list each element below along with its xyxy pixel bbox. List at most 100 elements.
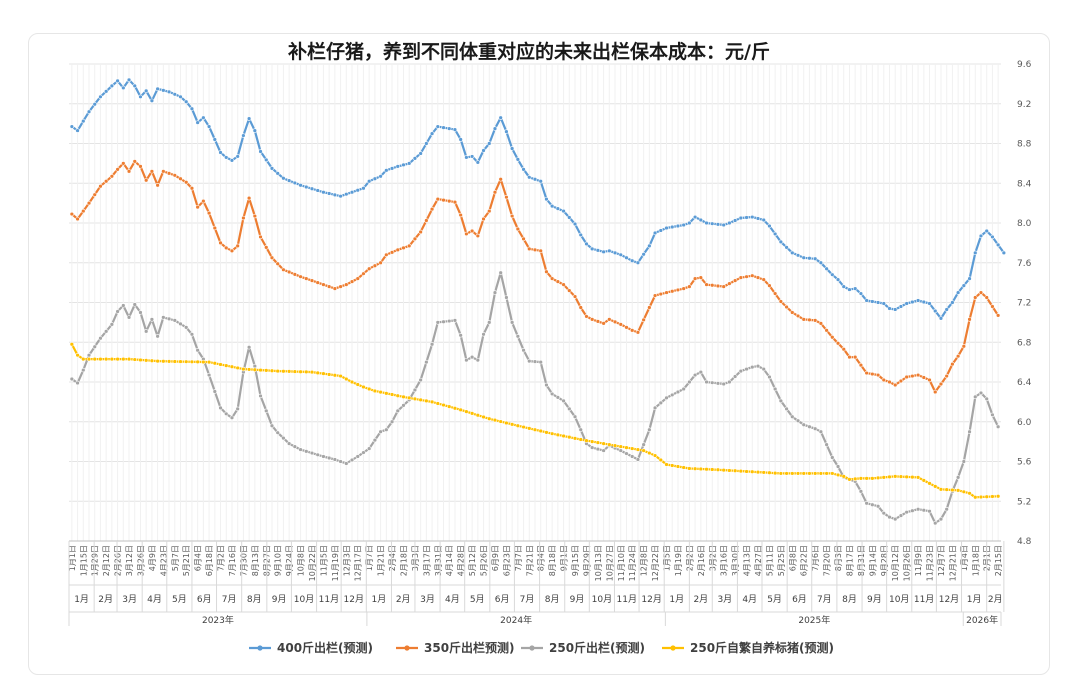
data-point (304, 184, 309, 190)
data-point (424, 141, 429, 146)
data-point (852, 476, 858, 482)
data-point (721, 222, 726, 228)
x-tick-label: 11月19日 (331, 545, 340, 581)
month-label: 3月 (122, 594, 137, 605)
data-point (258, 393, 263, 399)
x-tick-label: 8月31日 (857, 545, 866, 576)
legend-marker (257, 645, 263, 651)
data-point (921, 478, 927, 483)
data-point (338, 193, 343, 199)
data-point (744, 215, 749, 220)
data-point (464, 231, 469, 237)
data-point (795, 471, 801, 476)
data-point (818, 260, 824, 265)
data-point (447, 404, 452, 409)
data-point (824, 266, 829, 271)
data-point (555, 432, 561, 438)
data-point (149, 169, 155, 174)
data-point (109, 174, 115, 179)
x-tick-label: 7月6日 (811, 545, 820, 571)
data-point (904, 509, 909, 515)
data-point (532, 177, 538, 182)
data-point (212, 225, 218, 231)
data-point (527, 246, 532, 252)
data-point (338, 373, 343, 379)
data-point (921, 299, 927, 305)
data-point (269, 255, 275, 260)
x-tick-label: 8月3日 (834, 545, 843, 571)
legend-item: 250斤出栏(预测) (521, 640, 645, 655)
data-point (138, 164, 143, 169)
data-point (887, 379, 892, 385)
month-label: 6月 (792, 594, 807, 605)
x-tick-label: 9月24日 (285, 545, 294, 576)
data-point (647, 305, 652, 310)
legend-label: 400斤出栏(预测) (277, 640, 373, 655)
data-point (344, 461, 349, 466)
data-point (344, 282, 349, 287)
data-point (784, 304, 789, 310)
data-point (315, 188, 320, 193)
data-point (727, 220, 732, 226)
data-point (687, 466, 692, 471)
data-point (418, 151, 423, 156)
data-point (761, 470, 766, 475)
data-point (652, 453, 658, 458)
data-point (178, 359, 183, 364)
series-group (69, 77, 1007, 526)
data-point (447, 318, 452, 324)
data-point (995, 494, 1001, 499)
data-point (407, 243, 412, 249)
data-point (475, 357, 481, 363)
data-point (607, 442, 612, 447)
data-point (893, 516, 898, 522)
x-tick-label: 2月15日 (994, 545, 1003, 576)
data-point (103, 89, 109, 94)
data-point (81, 356, 86, 362)
data-point (549, 203, 555, 209)
data-point (161, 88, 166, 93)
data-point (910, 474, 915, 480)
x-tick-label: 10月13日 (594, 545, 603, 581)
data-point (910, 299, 915, 305)
data-point (475, 160, 481, 165)
data-point (710, 380, 715, 385)
data-point (978, 390, 984, 396)
data-point (681, 386, 686, 392)
x-tick-label: 5月12日 (468, 545, 477, 576)
year-label: 2023年 (202, 614, 234, 626)
data-point (515, 334, 521, 339)
data-point (670, 289, 675, 294)
month-label: 10月 (294, 594, 314, 605)
data-point (235, 243, 240, 249)
data-point (652, 293, 658, 298)
data-point (458, 212, 463, 218)
data-point (309, 369, 315, 375)
data-point (349, 189, 355, 195)
data-point (229, 248, 235, 254)
data-point (955, 488, 961, 493)
data-point (601, 249, 606, 255)
x-tick-label: 1月7日 (365, 545, 374, 571)
data-point (401, 162, 406, 168)
data-point (675, 464, 681, 469)
data-point (561, 208, 566, 214)
data-point (807, 317, 812, 323)
data-point (944, 307, 949, 312)
data-point (458, 333, 463, 338)
data-point (81, 208, 86, 214)
data-point (315, 370, 320, 376)
data-point (687, 220, 692, 226)
x-tick-label: 1月15日 (79, 545, 88, 576)
data-point (647, 427, 652, 432)
data-point (264, 245, 269, 250)
data-point (75, 216, 80, 222)
x-tick-label: 3月31日 (434, 545, 443, 576)
x-axis: 1月1日 1月15日 1月29日 2月12日 2月26日 3月12日 3月26日 4月9日 4月… (68, 540, 1005, 626)
data-point (612, 319, 618, 325)
data-point (246, 367, 252, 372)
data-point (887, 306, 892, 311)
data-point (81, 118, 86, 124)
data-point (418, 397, 423, 403)
data-point (361, 450, 366, 455)
